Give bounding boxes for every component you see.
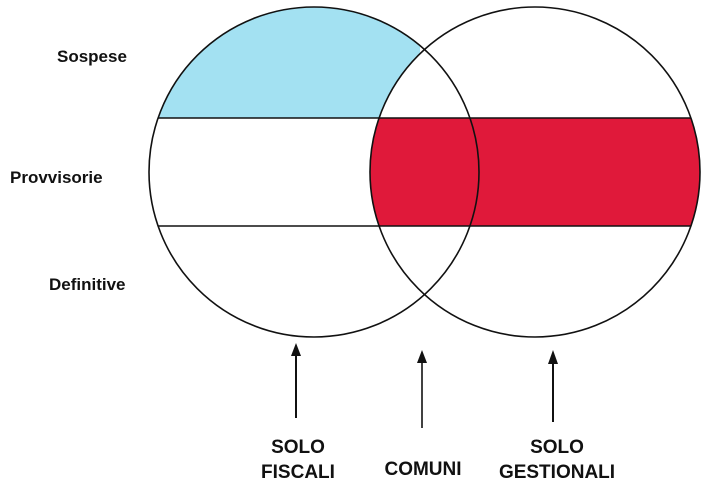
circle-fiscali bbox=[148, 6, 480, 338]
row-label-definitive: Definitive bbox=[49, 275, 126, 294]
column-label-solo-gestionali: SOLO GESTIONALI bbox=[498, 437, 616, 483]
row-label-sospese: Sospese bbox=[57, 47, 127, 66]
provvisorie-comuni-gestionali-region bbox=[370, 118, 700, 226]
circle-gestionali bbox=[369, 6, 701, 338]
arrow-up-icon bbox=[417, 350, 427, 428]
row-label-provvisorie: Provvisorie bbox=[10, 168, 103, 187]
column-label-solo-fiscali: SOLO FISCALI bbox=[261, 437, 335, 483]
arrow-up-icon bbox=[291, 343, 301, 418]
arrow-up-icon bbox=[548, 350, 558, 422]
column-label-comuni: COMUNI bbox=[384, 459, 462, 480]
